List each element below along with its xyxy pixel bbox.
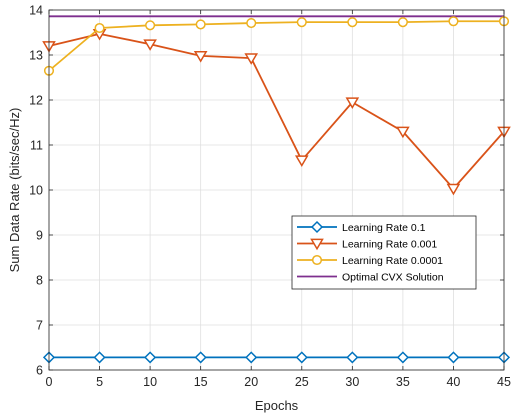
y-tick-label: 14 xyxy=(29,4,43,18)
legend: Learning Rate 0.1 Learning Rate 0.001 Lear… xyxy=(291,215,477,290)
x-tick-label: 45 xyxy=(497,375,511,389)
data-point xyxy=(245,351,258,364)
data-point xyxy=(446,183,461,196)
y-tick-label: 12 xyxy=(29,94,43,108)
x-tick-label: 25 xyxy=(295,375,309,389)
legend-entry: Learning Rate 0.1 xyxy=(342,222,426,234)
legend-entry: Learning Rate 0.001 xyxy=(342,239,437,251)
data-point xyxy=(94,22,105,34)
x-tick-label: 40 xyxy=(446,375,460,389)
x-tick-label: 0 xyxy=(46,375,53,389)
data-point xyxy=(143,39,157,51)
legend-swatch-marker xyxy=(310,238,324,251)
series-1 xyxy=(42,351,511,364)
x-axis-label: Epochs xyxy=(255,398,299,413)
legend-entry: Learning Rate 0.0001 xyxy=(342,255,443,267)
x-tick-label: 35 xyxy=(396,375,410,389)
data-point xyxy=(144,351,157,364)
data-point xyxy=(346,351,359,364)
x-tick-label: 20 xyxy=(244,375,258,389)
series-line xyxy=(48,20,504,72)
series-3 xyxy=(43,16,510,76)
x-tick-label: 10 xyxy=(143,375,157,389)
data-point xyxy=(396,126,410,139)
legend-swatch-marker xyxy=(310,220,324,234)
data-point xyxy=(195,19,206,30)
y-tick-label: 8 xyxy=(36,274,43,288)
series-line xyxy=(48,32,505,190)
data-point xyxy=(345,97,360,109)
x-tick-label: 30 xyxy=(345,375,359,389)
legend-entry: Optimal CVX Solution xyxy=(342,272,444,284)
y-tick-label: 11 xyxy=(30,139,43,153)
data-point xyxy=(194,351,207,364)
ticks-layer: 0 5 10 15 20 25 30 35 40 45 6 7 8 9 10 11 12 13 14 xyxy=(29,4,511,390)
data-point xyxy=(246,18,257,29)
data-point xyxy=(347,17,358,28)
data-point xyxy=(448,16,459,27)
data-point xyxy=(447,351,460,364)
y-tick-label: 9 xyxy=(36,229,43,243)
data-point xyxy=(244,53,259,65)
series-2 xyxy=(42,28,511,196)
x-tick-label: 5 xyxy=(96,375,103,389)
series-layer xyxy=(42,15,511,364)
x-tick-label: 15 xyxy=(194,375,208,389)
y-tick-label: 10 xyxy=(29,184,43,198)
data-point xyxy=(397,17,408,28)
data-point xyxy=(145,20,156,31)
data-point xyxy=(295,351,308,364)
data-point xyxy=(396,351,409,364)
y-tick-label: 7 xyxy=(36,319,43,333)
y-tick-label: 6 xyxy=(36,364,43,378)
data-point xyxy=(193,51,208,63)
data-point xyxy=(296,17,307,28)
data-point xyxy=(294,155,309,168)
y-tick-label: 13 xyxy=(29,49,43,63)
data-point xyxy=(93,351,106,364)
y-axis-label: Sum Data Rate (bits/sec/Hz) xyxy=(7,108,22,273)
legend-swatch-marker xyxy=(311,254,323,266)
